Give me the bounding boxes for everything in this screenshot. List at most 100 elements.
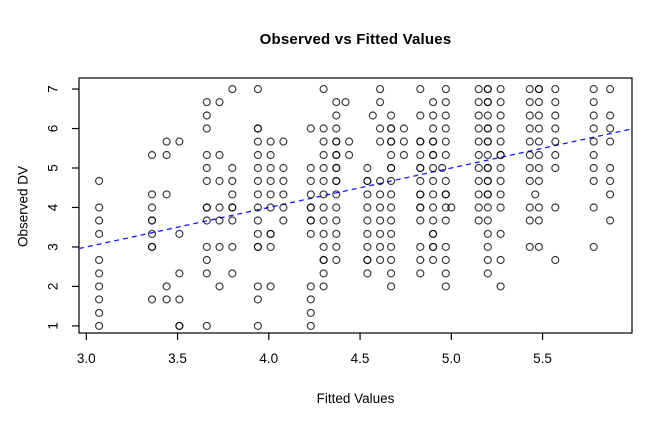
data-point: [496, 282, 505, 291]
data-point: [266, 176, 275, 186]
data-point: [162, 150, 171, 160]
data-point: [363, 190, 372, 199]
y-axis-ticks: 1 2 3 4 5 6 7: [46, 85, 79, 330]
data-point: [606, 111, 615, 120]
x-tick-label: 4.0: [259, 351, 278, 366]
data-point: [376, 124, 385, 133]
data-point: [429, 124, 438, 133]
data-point: [147, 216, 157, 225]
data-point: [147, 203, 157, 212]
data-point: [363, 163, 372, 173]
data-point: [416, 176, 425, 186]
data-point: [319, 85, 328, 94]
data-point: [175, 137, 184, 146]
data-point: [147, 295, 157, 304]
data-point: [332, 255, 341, 265]
data-point: [162, 282, 171, 291]
data-point: [483, 150, 492, 160]
data-point: [319, 124, 328, 133]
data-point: [253, 190, 262, 199]
data-point: [525, 176, 534, 186]
data-point: [202, 203, 211, 212]
data-point: [376, 137, 385, 146]
x-tick-label: 3.0: [77, 351, 96, 366]
data-point: [496, 229, 505, 238]
data-point: [306, 295, 315, 304]
data-point: [95, 269, 104, 278]
data-point: [589, 150, 598, 160]
data-point: [416, 269, 425, 278]
data-point: [319, 216, 328, 225]
data-point: [332, 190, 341, 199]
data-point: [147, 150, 157, 160]
data-point: [441, 176, 450, 186]
data-points: [95, 85, 615, 330]
data-point: [332, 176, 341, 186]
data-point: [416, 85, 425, 94]
data-point: [95, 282, 104, 291]
data-point: [202, 242, 211, 251]
data-point: [447, 203, 456, 212]
data-point: [202, 255, 211, 265]
data-point: [441, 150, 450, 160]
data-point: [589, 137, 598, 146]
data-point: [306, 282, 315, 291]
data-point: [534, 216, 543, 225]
data-point: [474, 163, 483, 173]
y-tick-label: 4: [46, 203, 61, 211]
data-point: [215, 98, 224, 107]
data-point: [387, 163, 396, 173]
data-point: [319, 255, 328, 265]
data-point: [534, 124, 543, 133]
data-point: [606, 85, 615, 94]
data-point: [215, 176, 224, 186]
data-point: [332, 216, 341, 225]
data-point: [525, 163, 534, 173]
data-point: [416, 216, 425, 225]
data-point: [441, 216, 450, 225]
data-point: [416, 111, 425, 120]
data-point: [429, 203, 438, 212]
data-point: [95, 321, 104, 330]
data-point: [387, 203, 396, 212]
data-point: [319, 163, 328, 173]
data-point: [589, 124, 598, 133]
data-point: [306, 124, 315, 133]
plot-title: Observed vs Fitted Values: [259, 31, 452, 48]
data-point: [202, 176, 211, 186]
data-point: [266, 282, 275, 291]
data-point: [429, 111, 438, 120]
data-point: [589, 203, 598, 212]
y-tick-label: 1: [46, 322, 61, 330]
data-point: [441, 85, 450, 94]
data-point: [441, 255, 450, 265]
data-point: [387, 216, 396, 225]
data-point: [387, 176, 396, 186]
data-point: [589, 176, 598, 186]
data-point: [551, 111, 560, 120]
plot-box: [78, 77, 633, 334]
data-point: [441, 137, 450, 146]
data-point: [95, 229, 104, 238]
data-point: [368, 111, 377, 120]
data-point: [496, 203, 505, 212]
data-point: [253, 321, 262, 330]
data-point: [332, 98, 341, 107]
data-point: [202, 111, 211, 120]
data-point: [496, 150, 505, 160]
data-point: [387, 269, 396, 278]
data-point: [399, 124, 408, 133]
data-point: [253, 229, 262, 238]
data-point: [429, 229, 438, 238]
x-tick-label: 3.5: [168, 351, 187, 366]
data-point: [441, 242, 450, 251]
data-point: [534, 111, 543, 120]
data-point: [416, 150, 425, 160]
data-point: [253, 163, 262, 173]
data-point: [253, 282, 262, 291]
data-point: [496, 176, 505, 186]
data-point: [589, 98, 598, 107]
y-tick-label: 5: [46, 164, 61, 172]
